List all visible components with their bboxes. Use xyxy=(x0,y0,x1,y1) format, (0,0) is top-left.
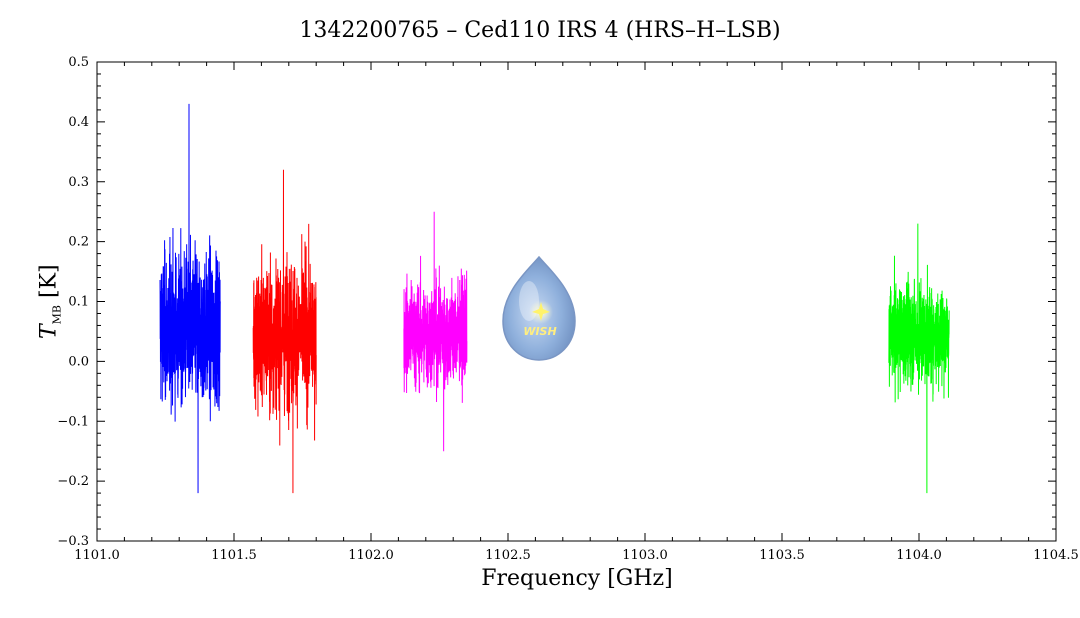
y-tick-label: −0.1 xyxy=(57,414,89,429)
x-tick-label: 1103.5 xyxy=(759,548,805,563)
spectrum-series-4 xyxy=(888,223,950,494)
x-tick-label: 1104.0 xyxy=(896,548,942,563)
spectrum-series-1 xyxy=(159,103,221,494)
tick-labels: 1101.0 1101.5 1102.0 1102.5 1103.0 1103.5 1104… xyxy=(57,55,1078,563)
x-tick-label: 1102.5 xyxy=(485,548,531,563)
x-tick-label: 1102.0 xyxy=(348,548,394,563)
x-axis-label: Frequency [GHz] xyxy=(481,566,673,591)
y-axis-subscript: MB xyxy=(50,304,64,325)
x-tick-label: 1103.0 xyxy=(622,548,668,563)
y-tick-label: 0.4 xyxy=(68,115,89,130)
y-tick-label: 0.1 xyxy=(68,295,89,310)
x-tick-label: 1101.5 xyxy=(211,548,257,563)
spectrum-series-3 xyxy=(403,211,468,452)
star-icon xyxy=(532,302,550,321)
chart-title: 1342200765 – Ced110 IRS 4 (HRS–H–LSB) xyxy=(299,18,781,43)
y-axis-label: TMB [K] xyxy=(36,242,63,362)
y-axis-symbol: T xyxy=(36,324,62,340)
series-layer xyxy=(159,103,950,494)
plot-frame xyxy=(96,61,1057,542)
x-tick-label: 1104.5 xyxy=(1033,548,1079,563)
wish-logo: WISH xyxy=(502,255,576,361)
spectrum-series-2 xyxy=(252,169,317,494)
y-tick-label: 0.0 xyxy=(68,354,89,369)
y-axis-unit: [K] xyxy=(36,264,62,298)
y-tick-label: 0.5 xyxy=(68,55,89,70)
ticks-layer xyxy=(96,61,1057,542)
y-tick-label: −0.2 xyxy=(57,474,89,489)
logo-text: WISH xyxy=(523,325,556,338)
y-tick-label: 0.3 xyxy=(68,175,89,190)
x-tick-label: 1101.0 xyxy=(74,548,120,563)
y-tick-label: −0.3 xyxy=(57,534,89,549)
y-tick-label: 0.2 xyxy=(68,235,89,250)
